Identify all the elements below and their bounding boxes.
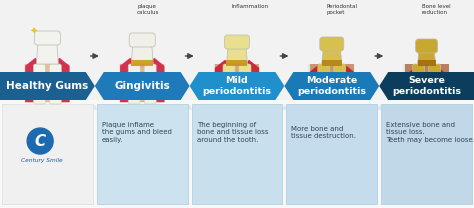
FancyBboxPatch shape	[26, 64, 69, 102]
Text: Gingivitis: Gingivitis	[114, 81, 170, 91]
FancyBboxPatch shape	[239, 64, 251, 98]
Polygon shape	[95, 72, 190, 100]
Text: ▲: ▲	[376, 104, 382, 110]
FancyBboxPatch shape	[223, 64, 235, 98]
Text: Severe
periodontitis: Severe periodontitis	[392, 77, 461, 95]
Text: Moderate
periodontitis: Moderate periodontitis	[297, 77, 366, 95]
FancyBboxPatch shape	[225, 35, 249, 49]
Polygon shape	[284, 72, 379, 100]
FancyBboxPatch shape	[33, 64, 46, 104]
Text: Inflammation: Inflammation	[232, 4, 269, 9]
Polygon shape	[36, 36, 58, 64]
Polygon shape	[418, 44, 436, 64]
FancyBboxPatch shape	[428, 64, 441, 78]
FancyBboxPatch shape	[418, 60, 436, 66]
Text: ▲: ▲	[187, 104, 192, 110]
FancyBboxPatch shape	[286, 104, 377, 204]
Text: Periodontal
pocket: Periodontal pocket	[327, 4, 358, 15]
FancyBboxPatch shape	[120, 64, 164, 102]
FancyBboxPatch shape	[49, 64, 62, 104]
FancyBboxPatch shape	[191, 104, 283, 204]
FancyBboxPatch shape	[128, 64, 140, 104]
Polygon shape	[430, 68, 448, 78]
Polygon shape	[227, 40, 247, 64]
FancyBboxPatch shape	[129, 33, 155, 47]
FancyBboxPatch shape	[334, 64, 346, 90]
FancyBboxPatch shape	[412, 64, 425, 78]
FancyBboxPatch shape	[144, 64, 156, 104]
Polygon shape	[51, 58, 69, 102]
Text: Extensive bone and
tissue loss.
Teeth may become loose.: Extensive bone and tissue loss. Teeth ma…	[386, 122, 474, 143]
Text: Mild
periodontitis: Mild periodontitis	[202, 77, 272, 95]
Polygon shape	[26, 58, 44, 102]
FancyBboxPatch shape	[310, 64, 354, 88]
Polygon shape	[146, 58, 164, 102]
Text: ▲: ▲	[92, 104, 98, 110]
FancyBboxPatch shape	[131, 60, 153, 66]
FancyBboxPatch shape	[322, 60, 342, 66]
FancyBboxPatch shape	[416, 39, 438, 53]
Circle shape	[27, 128, 53, 154]
Polygon shape	[336, 64, 354, 88]
Text: plaque
calculus: plaque calculus	[137, 4, 160, 15]
Polygon shape	[322, 42, 342, 64]
FancyBboxPatch shape	[320, 37, 344, 51]
Polygon shape	[131, 38, 153, 64]
FancyBboxPatch shape	[97, 104, 188, 204]
Polygon shape	[0, 72, 95, 100]
Text: Plaque inflame
the gums and bleed
easily.: Plaque inflame the gums and bleed easily…	[102, 122, 172, 143]
Text: ✦: ✦	[29, 27, 37, 37]
FancyBboxPatch shape	[0, 0, 474, 100]
FancyBboxPatch shape	[381, 104, 472, 204]
Polygon shape	[120, 58, 138, 102]
Polygon shape	[190, 72, 284, 100]
Text: The beginning of
bone and tissue loss
around the tooth.: The beginning of bone and tissue loss ar…	[197, 122, 268, 143]
Polygon shape	[215, 60, 233, 96]
Text: Bone level
reduction: Bone level reduction	[421, 4, 450, 15]
FancyBboxPatch shape	[227, 60, 247, 66]
FancyBboxPatch shape	[0, 100, 474, 208]
FancyBboxPatch shape	[318, 64, 330, 90]
Text: More bone and
tissue destruction.: More bone and tissue destruction.	[292, 125, 356, 139]
FancyBboxPatch shape	[405, 64, 448, 76]
FancyBboxPatch shape	[35, 31, 60, 45]
Polygon shape	[379, 72, 474, 100]
Text: C: C	[35, 134, 46, 149]
FancyBboxPatch shape	[215, 64, 259, 96]
Text: Century Smile: Century Smile	[21, 158, 63, 163]
Text: ▲: ▲	[282, 104, 287, 110]
FancyBboxPatch shape	[2, 104, 93, 204]
Polygon shape	[405, 68, 423, 78]
Polygon shape	[241, 60, 259, 96]
Text: Healthy Gums: Healthy Gums	[6, 81, 89, 91]
Polygon shape	[310, 64, 328, 88]
